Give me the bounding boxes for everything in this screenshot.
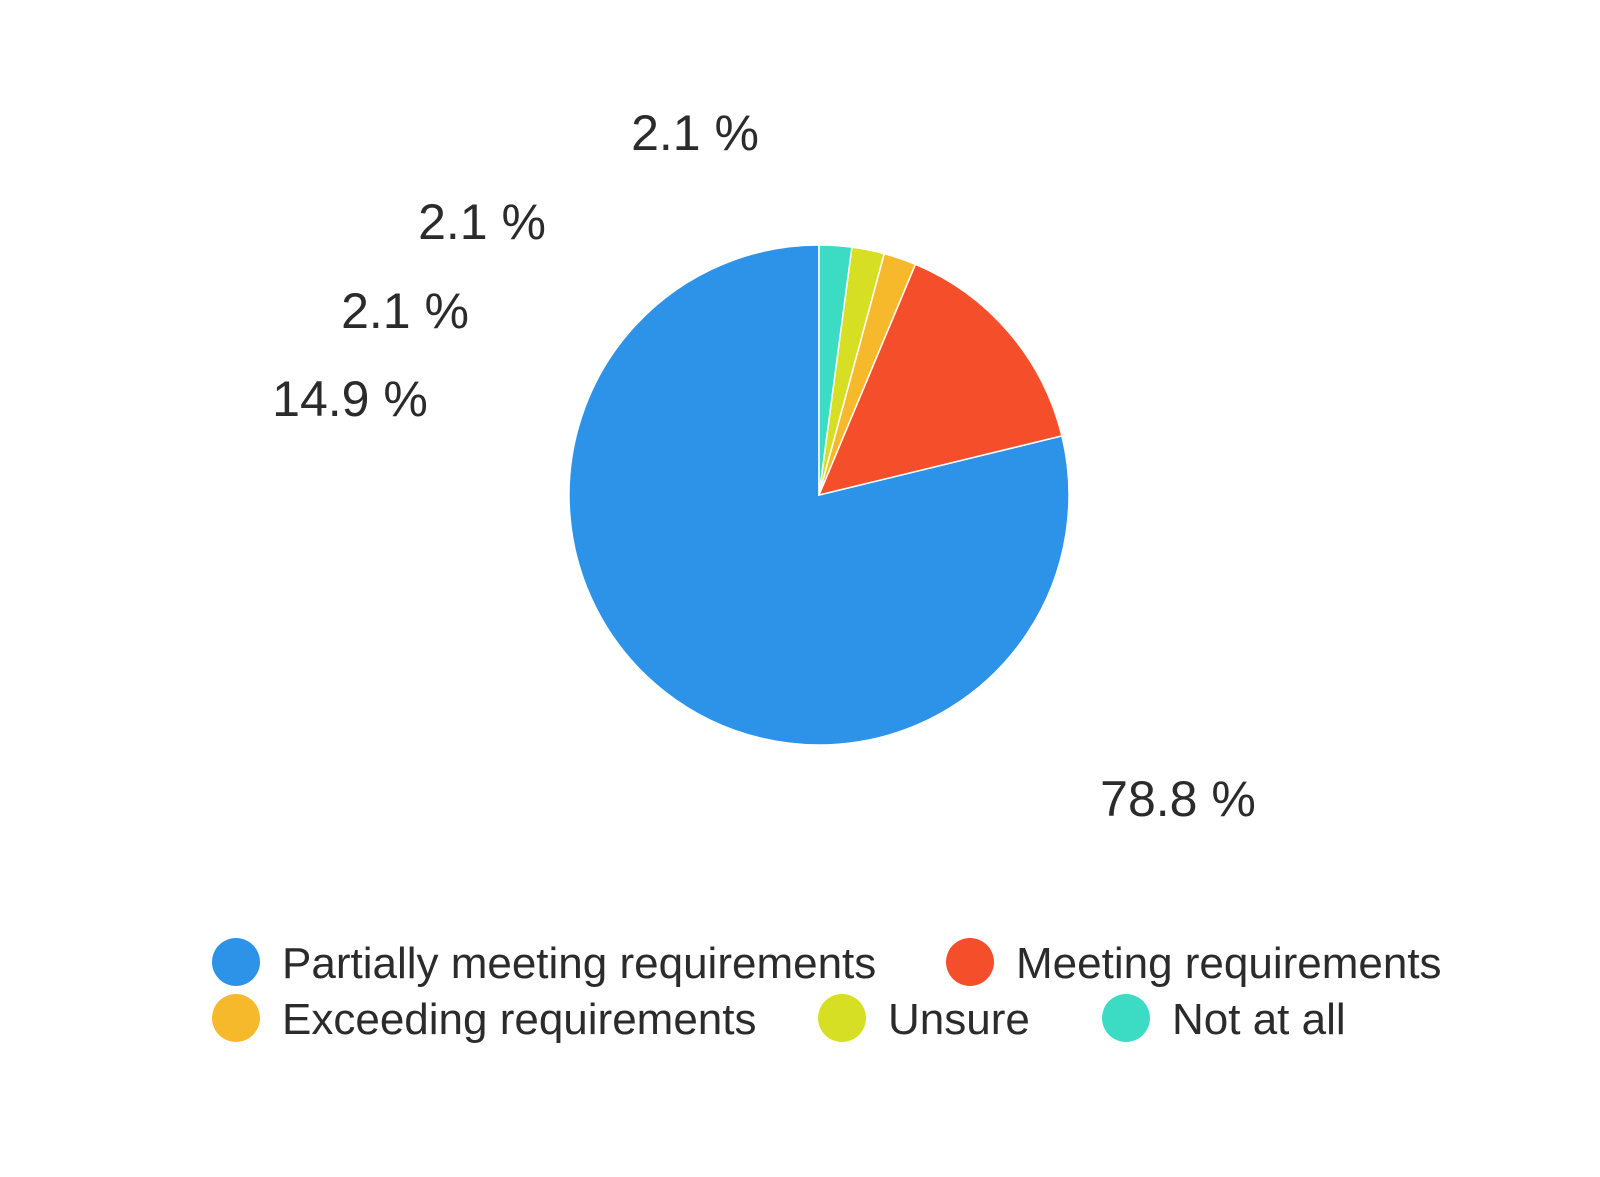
legend-item-unsure: Unsure xyxy=(818,994,1030,1044)
legend-item-exceeding-requirements: Exceeding requirements xyxy=(212,994,756,1044)
legend-label-partially-meeting-requirements: Partially meeting requirements xyxy=(282,939,876,988)
legend-label-exceeding-requirements: Exceeding requirements xyxy=(282,995,756,1044)
data-label-not-at-all: 2.1 % xyxy=(631,105,759,161)
data-label-unsure: 2.1 % xyxy=(418,194,546,250)
pie-labels: 78.8 % 14.9 % 2.1 % 2.1 % 2.1 % xyxy=(272,105,1256,827)
legend: Partially meeting requirements Meeting re… xyxy=(212,938,1442,1044)
legend-label-unsure: Unsure xyxy=(888,995,1030,1044)
legend-item-partially-meeting-requirements: Partially meeting requirements xyxy=(212,938,876,988)
legend-item-not-at-all: Not at all xyxy=(1102,994,1346,1044)
pie-slice-meeting-requirements xyxy=(817,263,1063,497)
legend-swatch-not-at-all xyxy=(1102,994,1150,1042)
legend-label-not-at-all: Not at all xyxy=(1172,995,1346,1044)
pie-slices xyxy=(568,244,1070,746)
data-label-meeting-requirements: 14.9 % xyxy=(272,371,428,427)
legend-swatch-unsure xyxy=(818,994,866,1042)
legend-swatch-meeting-requirements xyxy=(946,938,994,986)
pie-slice-not-at-all xyxy=(818,244,853,496)
legend-swatch-partially-meeting-requirements xyxy=(212,938,260,986)
legend-label-meeting-requirements: Meeting requirements xyxy=(1016,939,1442,988)
legend-item-meeting-requirements: Meeting requirements xyxy=(946,938,1442,988)
data-label-exceeding-requirements: 2.1 % xyxy=(341,283,469,339)
legend-swatch-exceeding-requirements xyxy=(212,994,260,1042)
data-label-partially-meeting-requirements: 78.8 % xyxy=(1100,771,1256,827)
